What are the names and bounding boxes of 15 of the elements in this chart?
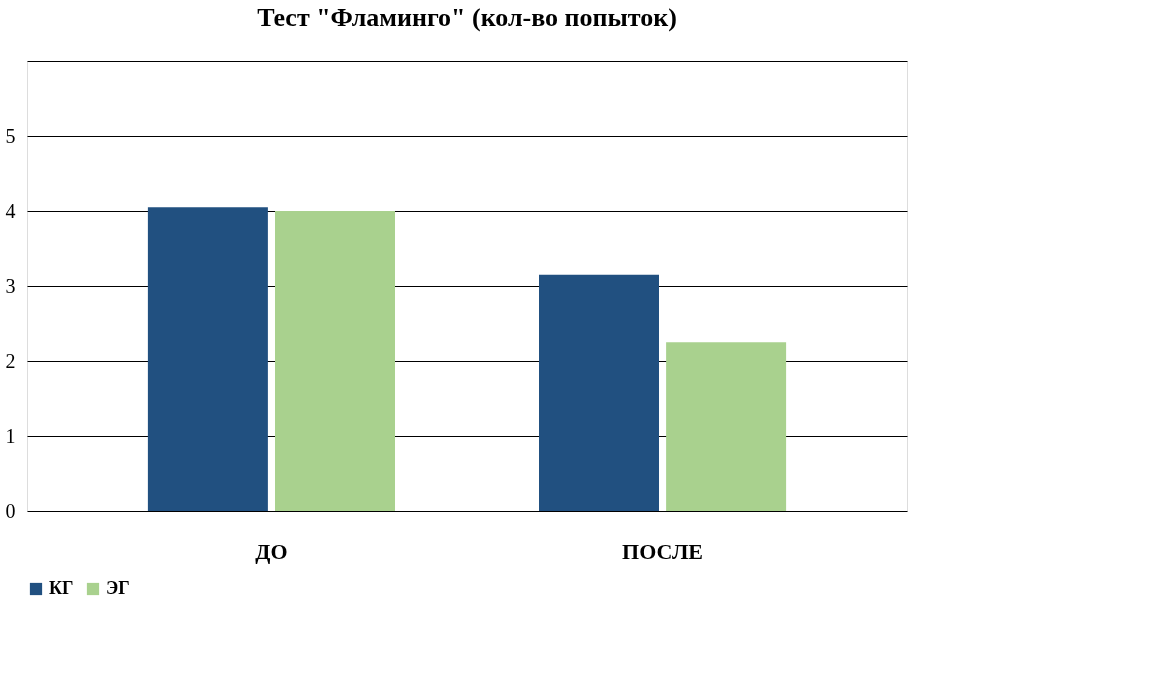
legend-label: КГ xyxy=(49,578,74,598)
bar xyxy=(275,211,395,511)
y-tick-label: 0 xyxy=(5,499,16,522)
legend-label: ЭГ xyxy=(106,578,130,598)
chart-title: Тест "Фламинго" (кол-во попыток) xyxy=(257,3,677,32)
bar xyxy=(539,274,659,511)
y-tick-label: 1 xyxy=(5,424,16,447)
y-tick-label: 5 xyxy=(5,124,16,147)
x-tick-label: ПОСЛЕ xyxy=(622,538,704,564)
bar xyxy=(666,342,787,511)
y-tick-label: 4 xyxy=(5,199,16,222)
bar xyxy=(147,207,268,511)
y-tick-label: 2 xyxy=(5,349,16,372)
y-tick-label: 3 xyxy=(5,274,16,297)
x-tick-label: ДО xyxy=(255,538,288,564)
